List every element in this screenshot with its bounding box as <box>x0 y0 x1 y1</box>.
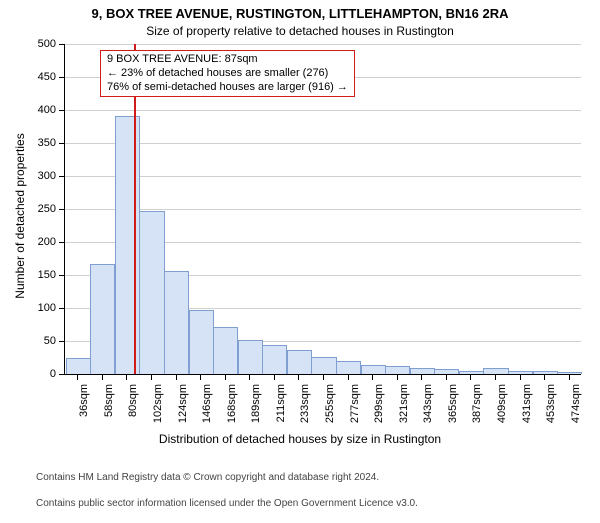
y-tick-label: 100 <box>24 302 56 314</box>
x-tick-label: 146sqm <box>201 384 213 434</box>
annotation-line-3: 76% of semi-detached houses are larger (… <box>107 81 348 95</box>
x-tick-mark <box>200 374 201 380</box>
x-tick-mark <box>323 374 324 380</box>
x-tick-label: 431sqm <box>521 384 533 434</box>
y-tick-label: 400 <box>24 104 56 116</box>
y-tick-mark <box>59 209 65 210</box>
y-tick-mark <box>59 176 65 177</box>
histogram-bar <box>139 211 164 374</box>
x-tick-mark <box>446 374 447 380</box>
x-tick-label: 58sqm <box>103 384 115 434</box>
footer-line-2: Contains public sector information licen… <box>36 497 418 510</box>
x-tick-label: 102sqm <box>152 384 164 434</box>
y-tick-label: 50 <box>24 335 56 347</box>
y-tick-mark <box>59 308 65 309</box>
x-tick-label: 211sqm <box>275 384 287 434</box>
x-tick-label: 321sqm <box>398 384 410 434</box>
grid-line <box>65 110 581 111</box>
histogram-bar <box>262 345 287 374</box>
x-tick-label: 233sqm <box>299 384 311 434</box>
histogram-bar <box>361 365 386 374</box>
annotation-line-1: 9 BOX TREE AVENUE: 87sqm <box>107 53 348 67</box>
x-tick-label: 453sqm <box>545 384 557 434</box>
x-tick-mark <box>176 374 177 380</box>
histogram-bar <box>459 371 484 374</box>
y-tick-label: 300 <box>24 170 56 182</box>
footer-line-1: Contains HM Land Registry data © Crown c… <box>36 471 418 484</box>
x-tick-mark <box>372 374 373 380</box>
histogram-bar <box>508 371 533 374</box>
histogram-bar <box>385 366 410 374</box>
x-axis-label: Distribution of detached houses by size … <box>0 432 600 446</box>
y-tick-mark <box>59 143 65 144</box>
y-tick-mark <box>59 242 65 243</box>
x-tick-mark <box>520 374 521 380</box>
y-tick-mark <box>59 374 65 375</box>
chart-title: 9, BOX TREE AVENUE, RUSTINGTON, LITTLEHA… <box>0 6 600 21</box>
x-tick-mark <box>495 374 496 380</box>
x-tick-label: 124sqm <box>177 384 189 434</box>
annotation-box: 9 BOX TREE AVENUE: 87sqm ← 23% of detach… <box>100 50 355 97</box>
x-tick-label: 299sqm <box>373 384 385 434</box>
x-tick-mark <box>102 374 103 380</box>
x-tick-mark <box>569 374 570 380</box>
chart-subtitle: Size of property relative to detached ho… <box>0 24 600 38</box>
y-tick-mark <box>59 44 65 45</box>
histogram-bar <box>311 357 336 375</box>
footer-attribution: Contains HM Land Registry data © Crown c… <box>36 458 418 523</box>
annotation-line-2: ← 23% of detached houses are smaller (27… <box>107 67 348 81</box>
x-tick-mark <box>421 374 422 380</box>
x-tick-mark <box>298 374 299 380</box>
y-tick-label: 150 <box>24 269 56 281</box>
histogram-bar <box>533 371 558 374</box>
y-tick-mark <box>59 341 65 342</box>
grid-line <box>65 44 581 45</box>
y-tick-label: 0 <box>24 368 56 380</box>
histogram-bar <box>238 340 263 374</box>
y-tick-mark <box>59 110 65 111</box>
x-tick-mark <box>544 374 545 380</box>
x-tick-mark <box>348 374 349 380</box>
y-tick-label: 350 <box>24 137 56 149</box>
histogram-bar <box>434 369 459 374</box>
y-tick-label: 500 <box>24 38 56 50</box>
x-tick-label: 277sqm <box>349 384 361 434</box>
x-tick-label: 189sqm <box>250 384 262 434</box>
histogram-chart: 9, BOX TREE AVENUE, RUSTINGTON, LITTLEHA… <box>0 0 600 500</box>
grid-line <box>65 209 581 210</box>
histogram-bar <box>164 271 189 374</box>
x-tick-label: 36sqm <box>78 384 90 434</box>
histogram-bar <box>336 361 361 374</box>
x-tick-mark <box>274 374 275 380</box>
y-tick-label: 200 <box>24 236 56 248</box>
x-tick-label: 80sqm <box>127 384 139 434</box>
x-tick-label: 343sqm <box>422 384 434 434</box>
x-tick-label: 387sqm <box>471 384 483 434</box>
x-tick-mark <box>151 374 152 380</box>
histogram-bar <box>557 372 582 374</box>
grid-line <box>65 143 581 144</box>
y-tick-mark <box>59 77 65 78</box>
x-tick-mark <box>249 374 250 380</box>
y-tick-label: 250 <box>24 203 56 215</box>
histogram-bar <box>66 358 91 374</box>
y-tick-label: 450 <box>24 71 56 83</box>
x-tick-label: 474sqm <box>570 384 582 434</box>
x-tick-label: 365sqm <box>447 384 459 434</box>
x-tick-mark <box>225 374 226 380</box>
x-tick-label: 168sqm <box>226 384 238 434</box>
histogram-bar <box>287 350 312 374</box>
x-tick-mark <box>470 374 471 380</box>
x-tick-label: 255sqm <box>324 384 336 434</box>
x-tick-label: 409sqm <box>496 384 508 434</box>
histogram-bar <box>90 264 115 374</box>
x-tick-mark <box>126 374 127 380</box>
histogram-bar <box>189 310 214 374</box>
y-tick-mark <box>59 275 65 276</box>
grid-line <box>65 176 581 177</box>
x-tick-mark <box>77 374 78 380</box>
x-tick-mark <box>397 374 398 380</box>
histogram-bar <box>410 368 435 374</box>
histogram-bar <box>213 327 238 374</box>
